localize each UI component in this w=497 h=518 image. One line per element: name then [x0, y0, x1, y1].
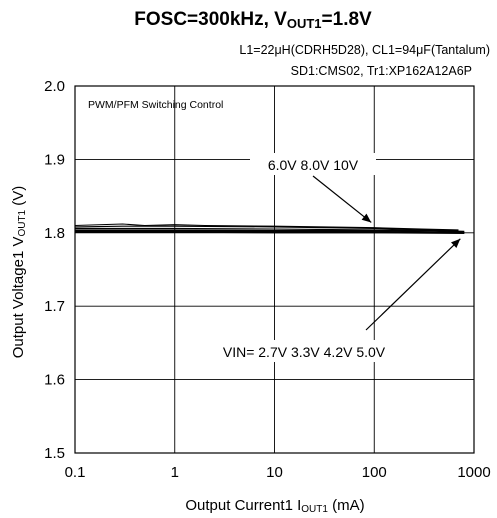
y-tick-label: 1.7	[44, 298, 65, 315]
x-tick-label: 100	[362, 464, 387, 481]
series-line	[75, 229, 465, 233]
series-line	[75, 231, 465, 235]
plot-frame	[74, 85, 475, 454]
annotation-arrows	[312, 175, 461, 331]
x-tick-label: 10	[266, 464, 283, 481]
annotation-low-vin: VIN= 2.7V 3.3V 4.2V 5.0V	[223, 344, 386, 360]
x-tick-labels: 0.1 1 10 100 1000	[65, 464, 491, 481]
chart-subtitle-line-2: SD1:CMS02, Tr1:XP162A12A6P	[291, 64, 472, 78]
annotation-high-vin: 6.0V 8.0V 10V	[268, 157, 359, 173]
y-tick-label: 1.9	[44, 151, 65, 168]
annotation-high-vin-bg	[250, 153, 376, 175]
arrow-head	[451, 238, 461, 249]
y-tick-label: 1.8	[44, 225, 65, 242]
arrow-line	[312, 175, 372, 223]
series-line	[75, 230, 465, 234]
chart-title: FOSC=300kHz, VOUT1=1.8V	[134, 9, 372, 31]
y-tick-label: 1.5	[44, 445, 65, 462]
annotation-low-vin-bg	[195, 340, 415, 362]
chart-subtitle-line-1: L1=22μH(CDRH5D28), CL1=94μF(Tantalum)	[239, 43, 490, 57]
series-line	[74, 225, 459, 232]
arrow-head	[361, 213, 372, 223]
arrow-line	[365, 238, 461, 331]
y-tick-labels: 1.5 1.6 1.7 1.8 1.9 2.0	[44, 78, 65, 462]
series-group	[74, 223, 465, 235]
series-line	[74, 223, 459, 231]
switching-control-note: PWM/PFM Switching Control	[88, 99, 223, 111]
x-tick-label: 1000	[457, 464, 490, 481]
y-tick-label: 1.6	[44, 372, 65, 389]
grid	[74, 85, 475, 454]
x-tick-label: 0.1	[65, 464, 86, 481]
x-tick-label: 1	[171, 464, 179, 481]
x-axis-label: Output Current1 IOUT1 (mA)	[185, 497, 364, 515]
series-line	[75, 227, 465, 232]
y-tick-label: 2.0	[44, 78, 65, 95]
y-axis-label: Output Voltage1 VOUT1 (V)	[10, 186, 28, 359]
